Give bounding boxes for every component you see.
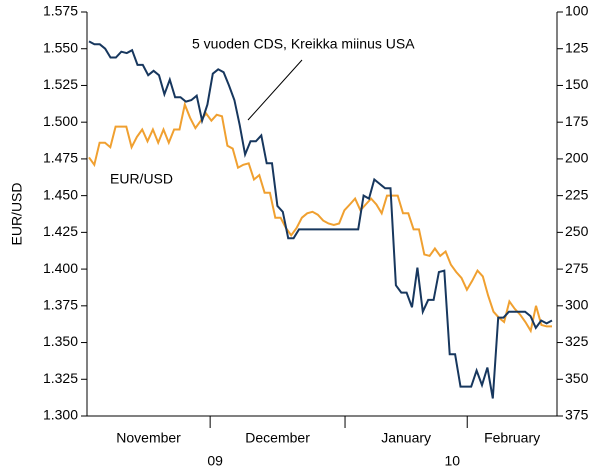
y-tick-label: 1.500 <box>43 113 78 129</box>
y-tick-label: 1.475 <box>43 150 78 166</box>
y2-tick-label: 125 <box>565 39 589 55</box>
series-label: EUR/USD <box>110 171 173 187</box>
annotation-leader <box>247 59 303 121</box>
y-tick-label: 1.525 <box>43 76 78 92</box>
year-label: 10 <box>444 453 460 467</box>
x-tick-label: November <box>116 430 181 446</box>
x-tick-label: January <box>381 430 431 446</box>
y-axis-title: EUR/USD <box>9 182 25 245</box>
x-tick-label: December <box>245 430 310 446</box>
y-tick-label: 1.575 <box>43 3 78 19</box>
y2-tick-label: 200 <box>565 150 589 166</box>
y-tick-label: 1.375 <box>43 297 78 313</box>
year-label: 09 <box>207 453 223 467</box>
y2-tick-label: 350 <box>565 370 589 386</box>
y2-tick-label: 375 <box>565 407 589 423</box>
series-line <box>88 40 553 399</box>
y2-tick-label: 150 <box>565 76 589 92</box>
y2-tick-label: 325 <box>565 333 589 349</box>
y2-tick-label: 175 <box>565 113 589 129</box>
series-label: 5 vuoden CDS, Kreikka miinus USA <box>192 36 415 52</box>
y-tick-label: 1.450 <box>43 186 78 202</box>
y-tick-label: 1.350 <box>43 333 78 349</box>
x-tick-label: February <box>484 430 540 446</box>
y2-tick-label: 250 <box>565 223 589 239</box>
y-tick-label: 1.400 <box>43 260 78 276</box>
y-tick-label: 1.300 <box>43 407 78 423</box>
y2-tick-label: 100 <box>565 3 589 19</box>
y2-tick-label: 300 <box>565 297 589 313</box>
y2-tick-label: 225 <box>565 186 589 202</box>
series-line <box>88 101 552 334</box>
y-tick-label: 1.325 <box>43 370 78 386</box>
y2-tick-label: 275 <box>565 260 589 276</box>
y-tick-label: 1.425 <box>43 223 78 239</box>
y-tick-label: 1.550 <box>43 39 78 55</box>
